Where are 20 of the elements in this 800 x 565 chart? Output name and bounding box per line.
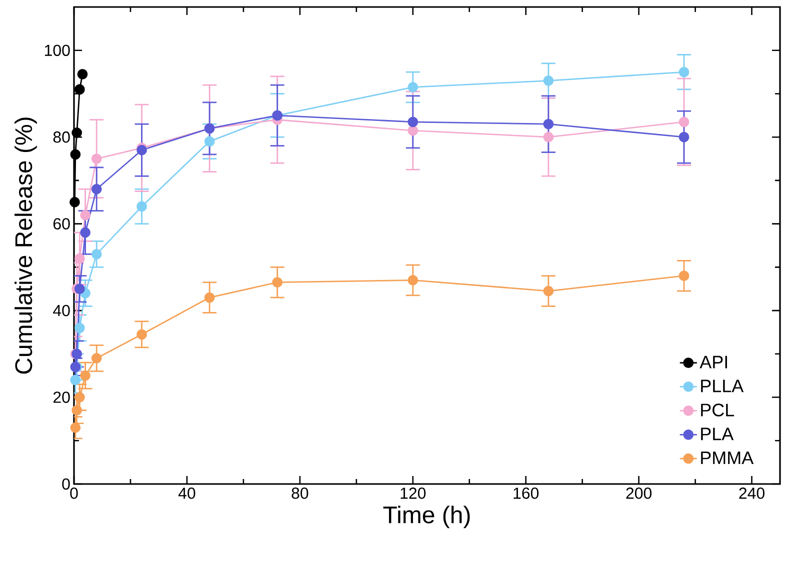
y-axis-title: Cumulative Release (%) [14,118,37,374]
x-axis-title: Time (h) [383,506,470,528]
y-tick-label: 60 [53,218,70,230]
x-tick-label: 240 [739,488,764,499]
legend-label: PLLA [701,380,744,392]
legend-label: PLA [701,428,734,440]
legend-label: PMMA [701,452,754,464]
y-tick-label: 100 [44,44,70,56]
y-tick-label: 40 [53,304,70,316]
y-tick-label: 80 [53,131,70,143]
y-tick-label: 0 [62,478,70,490]
x-tick-label: 160 [514,488,539,499]
legend-label: PCL [701,404,734,416]
y-tick-label: 20 [53,392,70,403]
x-tick-label: 80 [292,488,308,499]
legend-label: API [700,356,727,368]
x-tick-label: 200 [626,488,652,499]
x-tick-label: 0 [70,488,78,499]
x-tick-label: 120 [400,488,426,499]
x-tick-label: 40 [178,488,196,499]
